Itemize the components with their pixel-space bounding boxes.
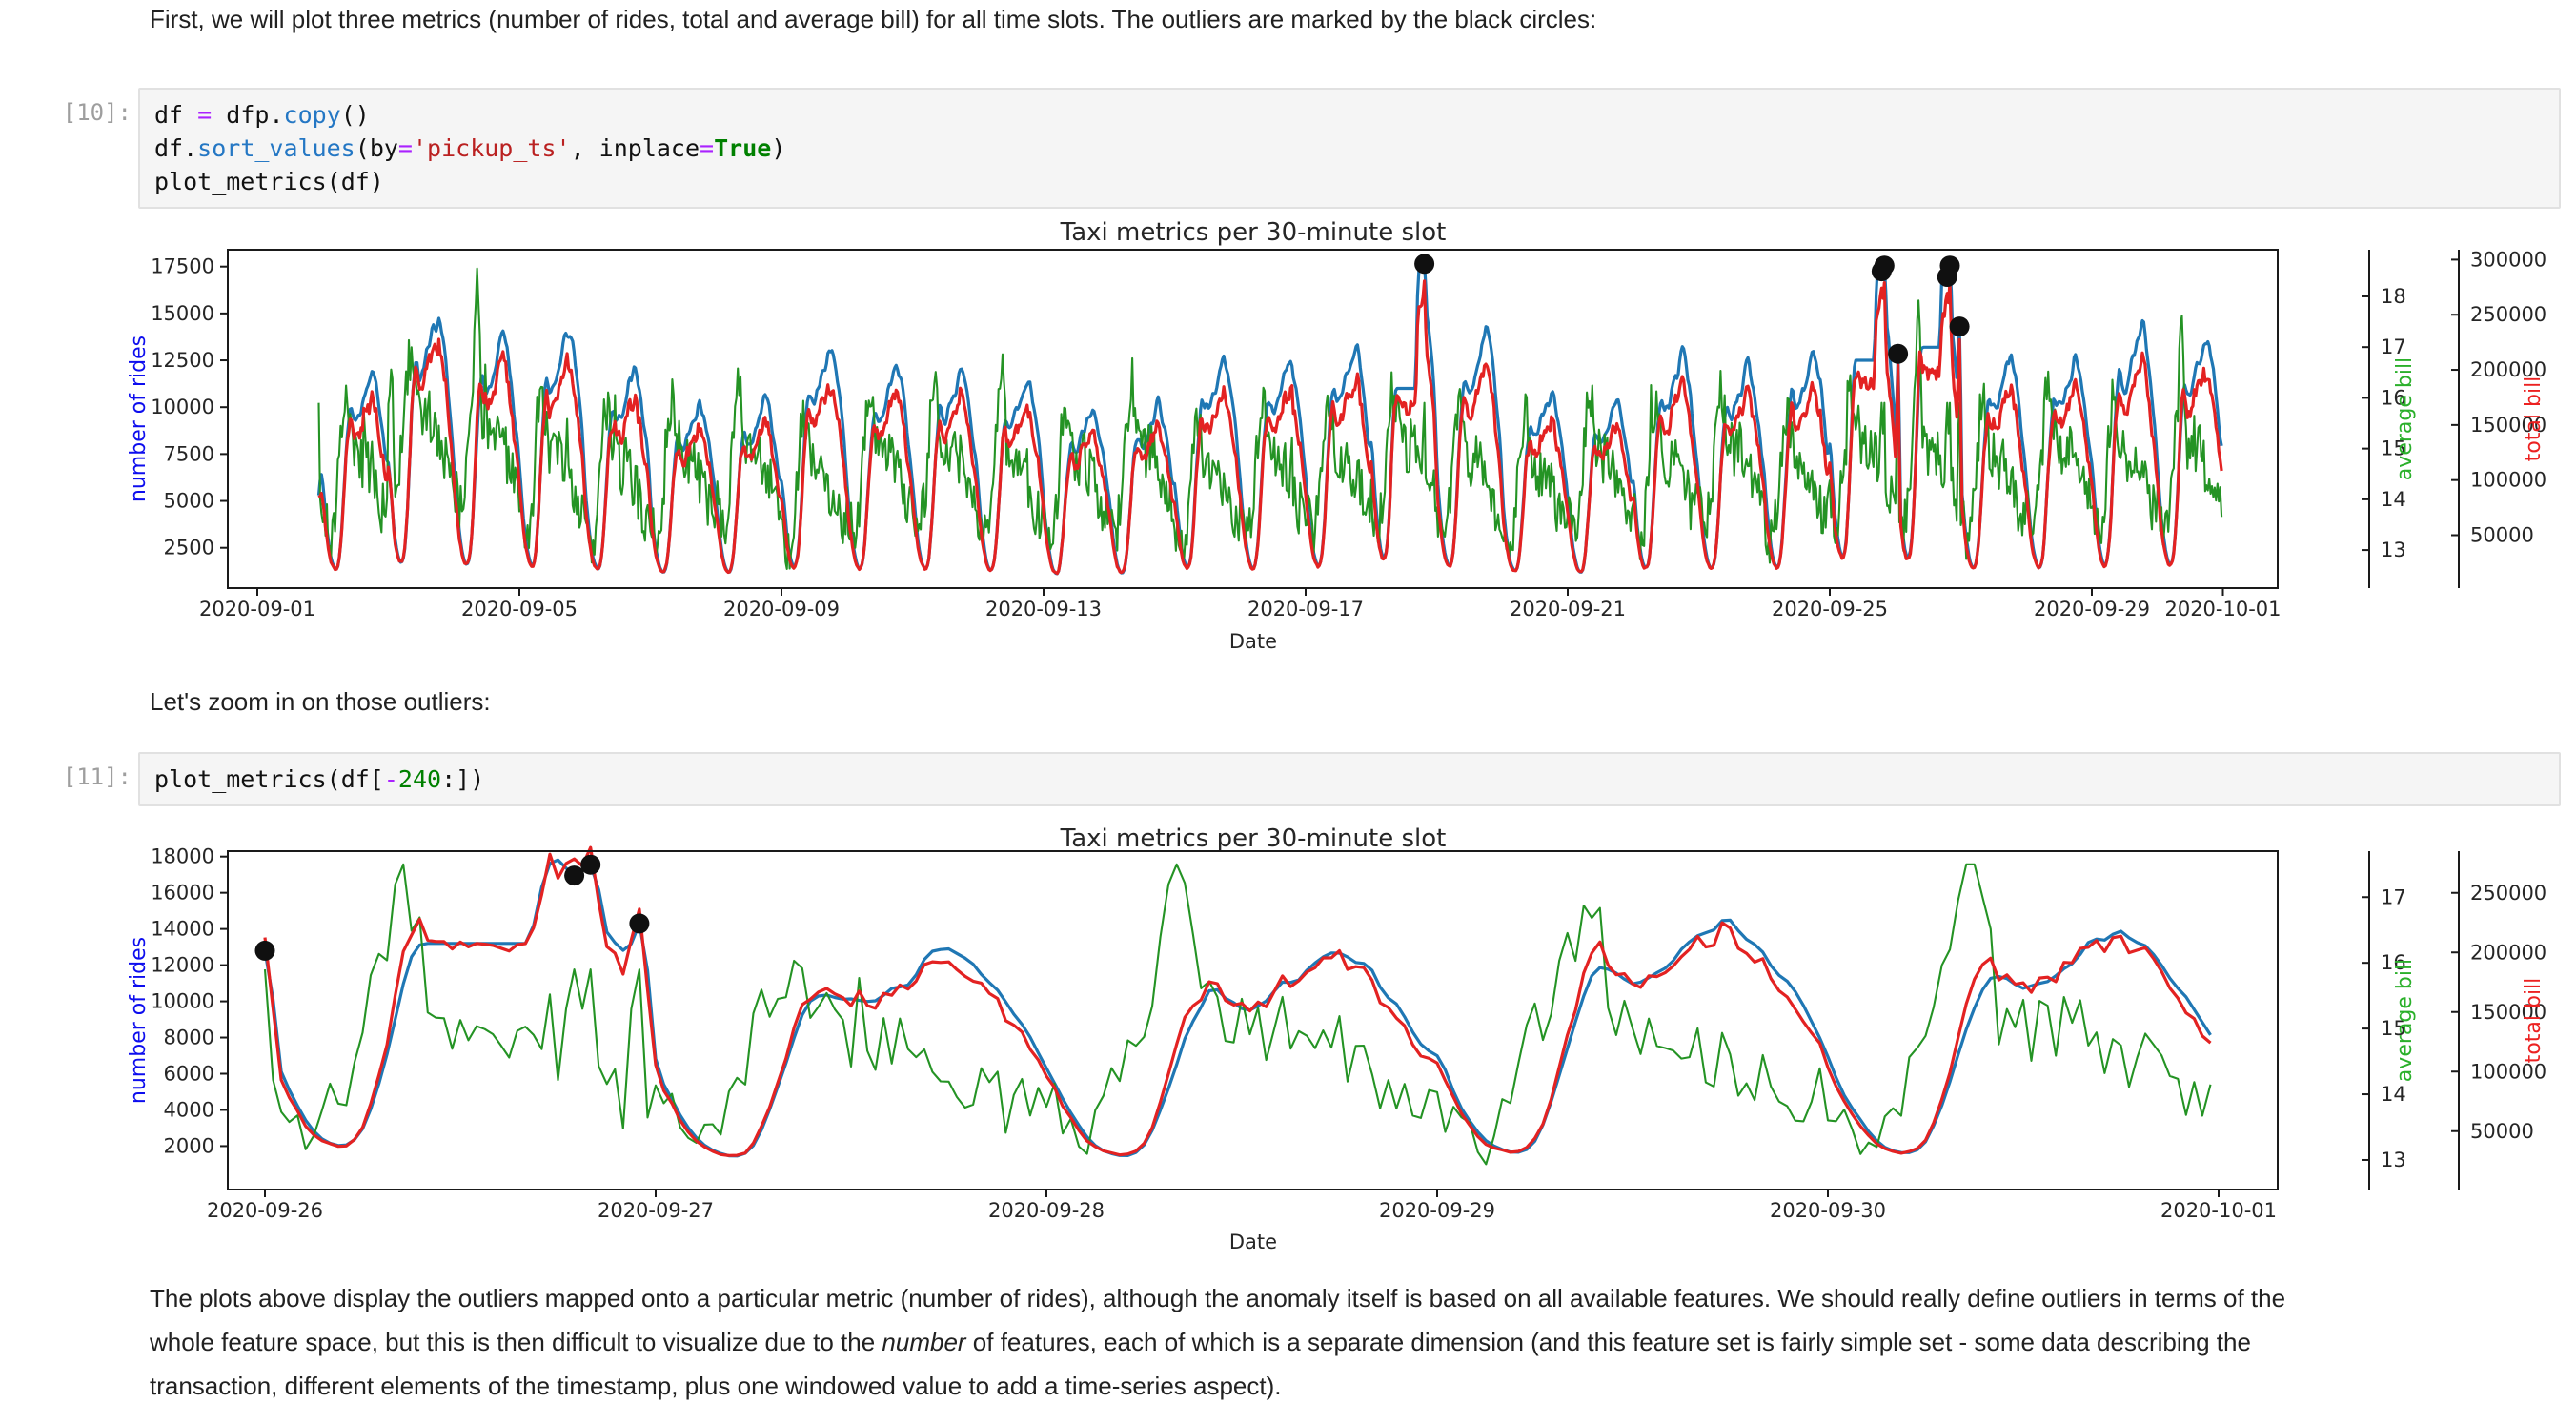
y-axis-label: total bill [2522,978,2546,1064]
code-editor-10[interactable]: df = dfp.copy() df.sort_values(by='pickup… [154,101,786,195]
y-axis-label: average bill [2393,357,2417,480]
markdown-cell-zoom: Let's zoom in on those outliers: [150,682,491,721]
x-tick-label: 2020-09-05 [461,598,578,620]
code-input-area-11[interactable]: plot_metrics(df[-240:]) [138,752,2561,806]
outlier-marker [564,865,585,886]
y-axis-label: total bill [2522,376,2546,462]
y-tick-label: 10000 [151,396,214,418]
y-tick-label: 12500 [151,349,214,372]
y-tick-label: 17500 [151,255,214,278]
y-tick-label: 150000 [2470,414,2546,437]
y-tick-label: 14 [2381,488,2406,511]
markdown-cell-outro: The plots above display the outliers map… [150,1276,2285,1408]
y-tick-label: 17 [2381,885,2406,908]
y-tick-label: 16 [2381,951,2406,974]
y-tick-label: 16000 [151,882,214,905]
y-tick-label: 250000 [2470,882,2546,905]
zoom-text: Let's zoom in on those outliers: [150,687,491,716]
code-editor-11[interactable]: plot_metrics(df[-240:]) [154,765,485,793]
y-tick-label: 18 [2381,285,2406,308]
chart-title: Taxi metrics per 30-minute slot [1060,218,1447,247]
y-tick-label: 14000 [151,918,214,941]
figure-taxi-metrics-all-slots: Taxi metrics per 30-minute slot 2020-09-0… [127,218,2546,653]
y-tick-label: 250000 [2470,303,2546,326]
x-tick-label: 2020-09-29 [1379,1199,1495,1222]
outlier-marker [1874,255,1895,276]
outlier-marker [580,854,601,875]
y-tick-label: 10000 [151,990,214,1013]
x-tick-label: 2020-09-26 [207,1199,323,1222]
markdown-cell-intro: First, we will plot three metrics (numbe… [150,0,1596,38]
intro-text: First, we will plot three metrics (numbe… [150,5,1597,33]
y-tick-label: 17 [2381,336,2406,358]
x-tick-label: 2020-09-29 [2034,598,2150,620]
y-tick-label: 4000 [164,1098,214,1121]
y-tick-label: 7500 [164,442,214,465]
x-tick-label: 2020-09-28 [988,1199,1105,1222]
figure-taxi-metrics-zoomed: Taxi metrics per 30-minute slot 2020-09-2… [127,824,2546,1253]
y-tick-label: 15 [2381,1017,2406,1040]
series-total-bill [317,279,2223,576]
x-tick-label: 2020-09-21 [1510,598,1626,620]
y-tick-label: 50000 [2470,523,2534,546]
x-tick-label: 2020-09-09 [723,598,840,620]
series-average-bill [317,267,2223,570]
y-tick-label: 100000 [2470,1060,2546,1083]
y-tick-label: 300000 [2470,248,2546,271]
outlier-marker [1949,316,1970,337]
code-input-area-10[interactable]: df = dfp.copy() df.sort_values(by='pickup… [138,88,2561,209]
x-tick-label: 2020-10-01 [2160,1199,2277,1222]
y-tick-label: 16 [2381,386,2406,409]
outlier-marker [1888,343,1909,364]
x-axis-label: Date [1229,630,1277,653]
y-tick-label: 8000 [164,1027,214,1049]
outlier-marker [1414,254,1435,275]
series-average-bill [263,863,2212,1166]
y-tick-label: 50000 [2470,1120,2534,1143]
x-tick-label: 2020-09-27 [598,1199,714,1222]
y-tick-label: 2500 [164,537,214,559]
x-axis-label: Date [1229,1231,1277,1253]
x-tick-label: 2020-09-01 [199,598,315,620]
outro-line: whole feature space, but this is then di… [150,1328,2251,1356]
y-tick-label: 18000 [151,845,214,868]
outlier-marker [1939,255,1960,276]
outlier-marker [629,913,650,934]
outlier-marker [254,940,275,961]
y-tick-label: 150000 [2470,1001,2546,1024]
y-tick-label: 14 [2381,1083,2406,1106]
y-tick-label: 200000 [2470,358,2546,381]
y-tick-label: 15 [2381,437,2406,460]
y-tick-label: 2000 [164,1134,214,1157]
y-tick-label: 6000 [164,1063,214,1086]
cell-prompt-10: [10]: [62,99,132,126]
y-tick-label: 5000 [164,490,214,513]
series-number-of-rides [263,858,2212,1158]
x-tick-label: 2020-09-25 [1772,598,1888,620]
x-tick-label: 2020-09-17 [1247,598,1364,620]
y-tick-label: 15000 [151,302,214,325]
series-total-bill [263,845,2212,1157]
y-axis-label: number of rides [127,937,151,1104]
x-tick-label: 2020-09-13 [985,598,1102,620]
plot-frame [227,249,2279,589]
y-tick-label: 12000 [151,954,214,977]
y-tick-label: 13 [2381,1149,2406,1171]
outro-line: transaction, different elements of the t… [150,1372,1282,1400]
y-tick-label: 200000 [2470,941,2546,964]
y-tick-label: 13 [2381,539,2406,561]
x-tick-label: 2020-10-01 [2164,598,2281,620]
outro-line: The plots above display the outliers map… [150,1284,2286,1312]
plot-frame [227,850,2279,1190]
y-axis-label: number of rides [127,336,151,502]
x-tick-label: 2020-09-30 [1770,1199,1886,1222]
cell-prompt-11: [11]: [62,763,132,790]
chart-title: Taxi metrics per 30-minute slot [1060,824,1447,853]
y-tick-label: 100000 [2470,469,2546,492]
y-axis-label: average bill [2393,959,2417,1082]
